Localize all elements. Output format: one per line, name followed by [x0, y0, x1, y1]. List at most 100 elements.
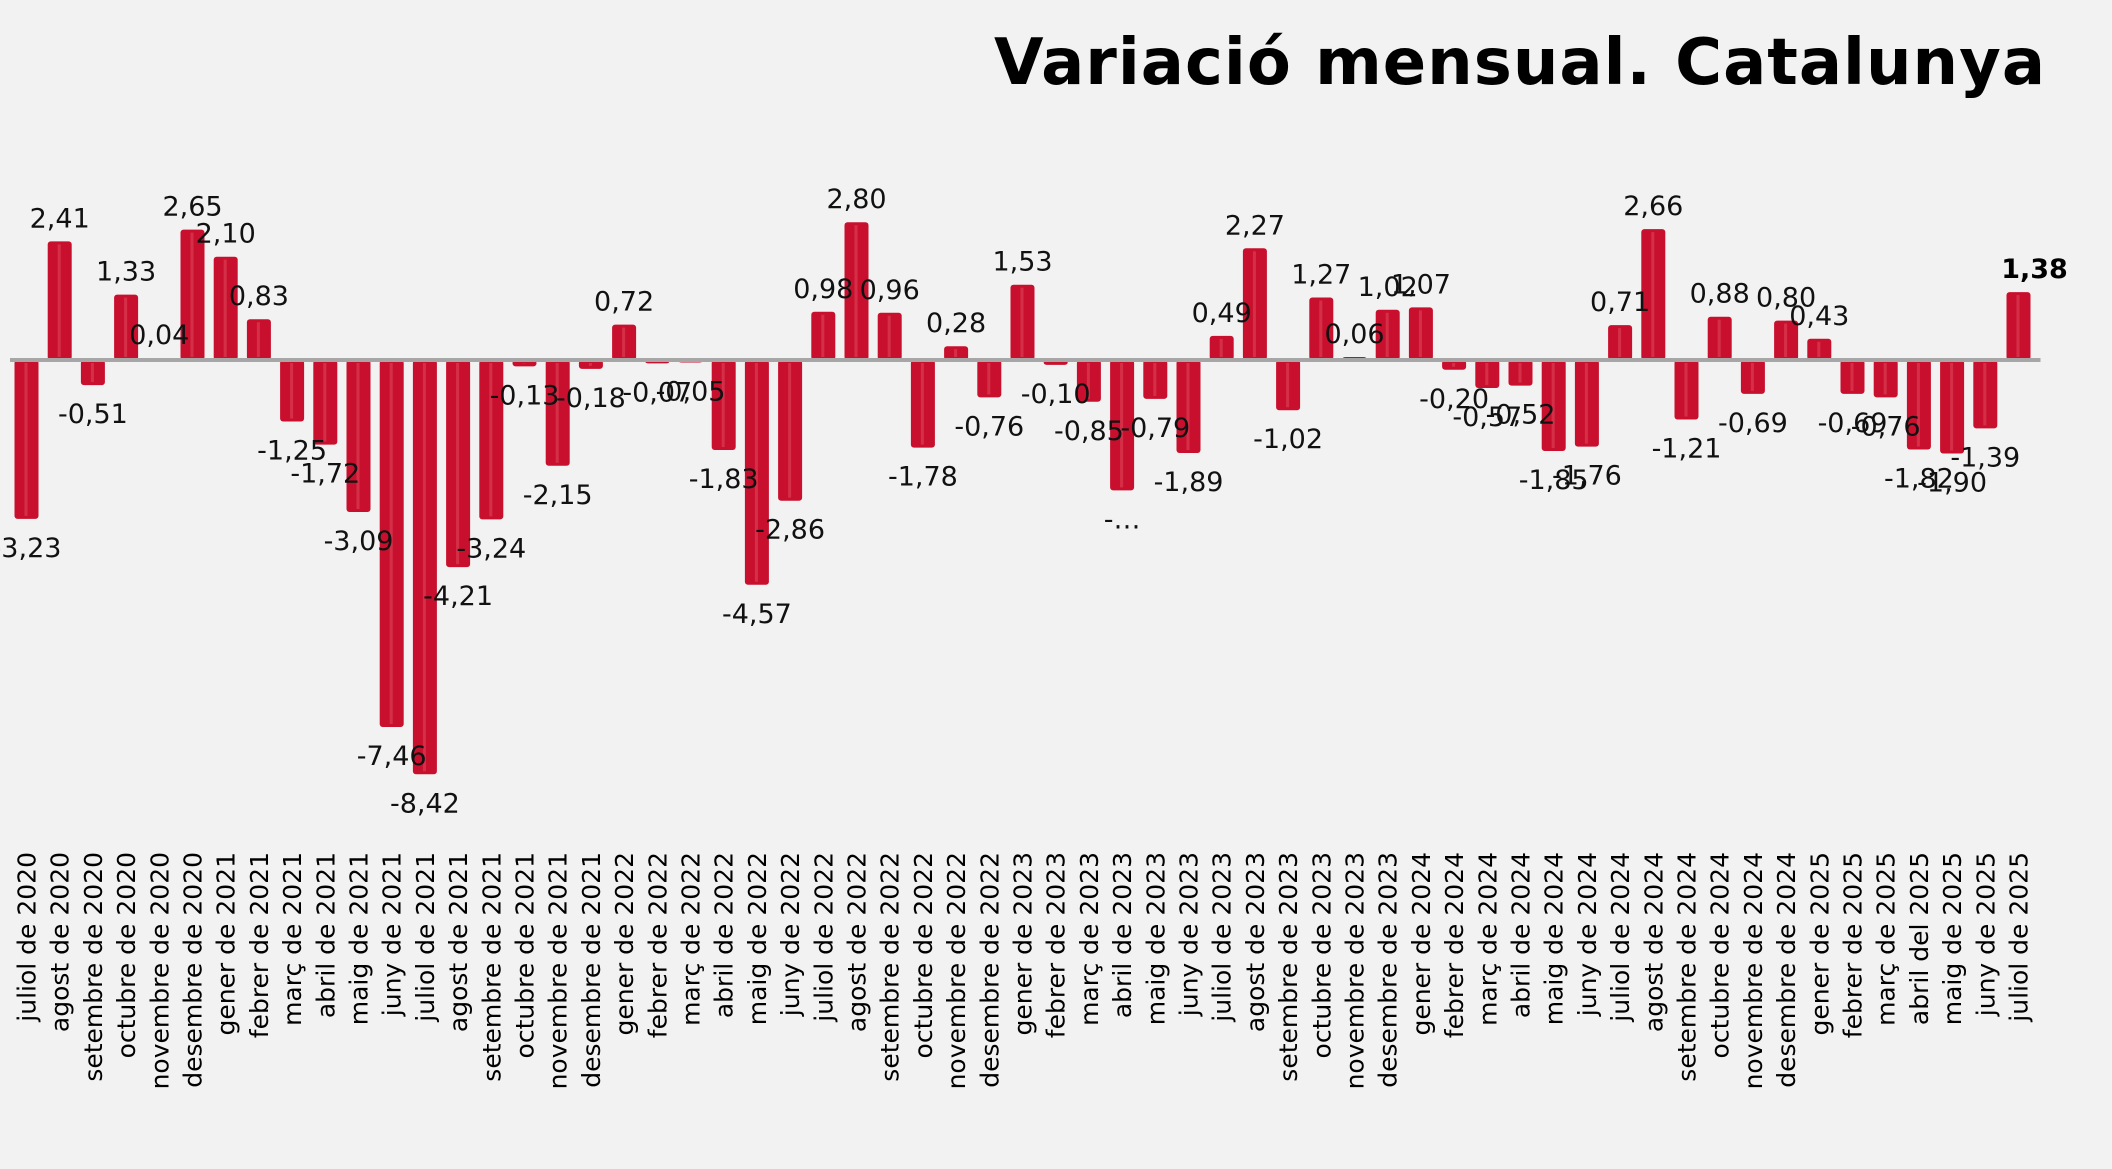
data-label: 0,06 — [1324, 319, 1384, 350]
x-tick-label: octubre de 2022 — [909, 852, 938, 1058]
data-label: 2,27 — [1225, 210, 1285, 241]
data-label: -1,76 — [1552, 461, 1622, 492]
data-label: -0,76 — [954, 411, 1024, 442]
x-tick-label: maig de 2024 — [1540, 852, 1569, 1025]
x-tick-label: desembre de 2022 — [975, 852, 1004, 1088]
data-label: 0,49 — [1192, 298, 1252, 329]
bar-highlight — [456, 363, 460, 565]
x-tick-label: febrer de 2025 — [1839, 852, 1868, 1038]
bar-highlight — [1252, 251, 1256, 357]
data-label: -3,23 — [0, 533, 61, 564]
x-tick-label: octubre de 2024 — [1706, 852, 1735, 1058]
data-labels-layer: -3,232,41-0,511,330,042,652,100,83-1,25-… — [0, 184, 2068, 819]
x-tick-label: juliol de 2021 — [411, 852, 440, 1023]
data-label: -1,89 — [1154, 467, 1224, 498]
data-label: 1,53 — [992, 247, 1052, 278]
x-tick-label: juliol de 2020 — [13, 852, 42, 1023]
x-tick-label: juny de 2025 — [1971, 852, 2000, 1017]
x-tick-label: desembre de 2021 — [577, 852, 606, 1088]
x-tick-label: maig de 2021 — [345, 852, 374, 1025]
bar-highlight — [356, 363, 360, 509]
data-label: -2,15 — [523, 480, 593, 511]
x-tick-label: setembre de 2021 — [477, 852, 506, 1082]
data-label: -0,69 — [1718, 408, 1788, 439]
x-tick-label: agost de 2023 — [1241, 852, 1270, 1032]
chart-title: Variació mensual. Catalunya — [994, 26, 2046, 100]
x-tick-label: juliol de 2025 — [2005, 852, 2034, 1023]
data-label: 0,72 — [594, 287, 654, 318]
x-tick-label: abril de 2023 — [1108, 852, 1137, 1018]
bar-highlight — [290, 363, 294, 419]
bar-highlight — [854, 225, 858, 357]
x-tick-label: juliol de 2024 — [1606, 852, 1635, 1023]
x-tick-label: març de 2023 — [1075, 852, 1104, 1026]
bar-highlight — [2016, 295, 2020, 357]
bar-highlight — [887, 315, 891, 357]
x-tick-label: març de 2022 — [677, 852, 706, 1026]
data-label: 0,71 — [1590, 287, 1650, 318]
data-label: -… — [1104, 504, 1141, 535]
data-label: -0,57 — [1452, 402, 1522, 433]
x-tick-label: desembre de 2024 — [1772, 852, 1801, 1088]
data-label: 1,07 — [1391, 269, 1451, 300]
bar-highlight — [821, 314, 825, 357]
bar-highlight — [389, 363, 393, 724]
bar-highlight — [987, 363, 991, 395]
bar-highlight — [422, 363, 426, 772]
data-label: 2,41 — [30, 203, 90, 234]
data-label: -1,72 — [290, 459, 360, 490]
x-tick-label: abril de 2022 — [710, 852, 739, 1018]
bar-highlight — [1385, 312, 1389, 357]
x-tick-label: agost de 2024 — [1639, 852, 1668, 1032]
x-tick-label: abril de 2024 — [1507, 852, 1536, 1018]
x-tick-label: gener de 2022 — [610, 852, 639, 1036]
bar-highlight — [1950, 363, 1954, 451]
data-label: 1,27 — [1291, 260, 1351, 291]
x-tick-label: setembre de 2020 — [79, 852, 108, 1082]
x-tick-label: octubre de 2021 — [511, 852, 540, 1058]
data-label: 2,10 — [196, 219, 256, 250]
bar-highlight — [1551, 363, 1555, 448]
x-tick-label: juny de 2022 — [776, 852, 805, 1017]
data-label: -1,78 — [888, 462, 958, 493]
data-label: -0,85 — [1054, 416, 1124, 447]
x-tick-label: març de 2021 — [278, 852, 307, 1026]
bar-highlight — [124, 297, 128, 357]
data-label: 1,02 — [1358, 272, 1418, 303]
data-label: -0,69 — [1818, 408, 1888, 439]
x-tick-label: desembre de 2020 — [179, 852, 208, 1088]
x-axis-tick-labels: juliol de 2020 agost de 2020 setembre de 2… — [13, 852, 2034, 1089]
x-tick-label: març de 2025 — [1872, 852, 1901, 1026]
bar-highlight — [1020, 287, 1024, 357]
bar-highlight — [1817, 341, 1821, 357]
bar-highlight — [190, 232, 194, 357]
data-label: -4,21 — [423, 581, 493, 612]
bar-highlight — [57, 244, 61, 357]
data-label: -3,24 — [456, 533, 526, 564]
bar-highlight — [920, 363, 924, 445]
x-tick-label: novembre de 2023 — [1341, 852, 1370, 1089]
data-label: -2,86 — [755, 515, 825, 546]
data-label: 0,96 — [860, 275, 920, 306]
bar-highlight — [1120, 363, 1124, 488]
x-tick-label: gener de 2023 — [1009, 852, 1038, 1036]
x-tick-label: gener de 2025 — [1805, 852, 1834, 1036]
data-label: -3,09 — [324, 526, 394, 557]
data-label: 0,98 — [793, 274, 853, 305]
bar-highlight — [223, 259, 227, 357]
data-label: -4,57 — [722, 599, 792, 630]
data-label: 0,80 — [1756, 283, 1816, 314]
x-tick-label: agost de 2021 — [444, 852, 473, 1032]
data-label: -0,20 — [1419, 384, 1489, 415]
data-label: -1,83 — [689, 464, 759, 495]
data-label: -1,82 — [1884, 464, 1954, 495]
bar-highlight — [1684, 363, 1688, 417]
bar-highlight — [1850, 363, 1854, 391]
bar-highlight — [1485, 363, 1489, 385]
data-label: -0,07 — [622, 377, 692, 408]
x-tick-label: març de 2024 — [1473, 852, 1502, 1026]
bars-layer — [14, 222, 2031, 775]
bar-highlight — [489, 363, 493, 517]
bar-highlight — [954, 349, 958, 357]
x-tick-label: febrer de 2024 — [1440, 852, 1469, 1038]
